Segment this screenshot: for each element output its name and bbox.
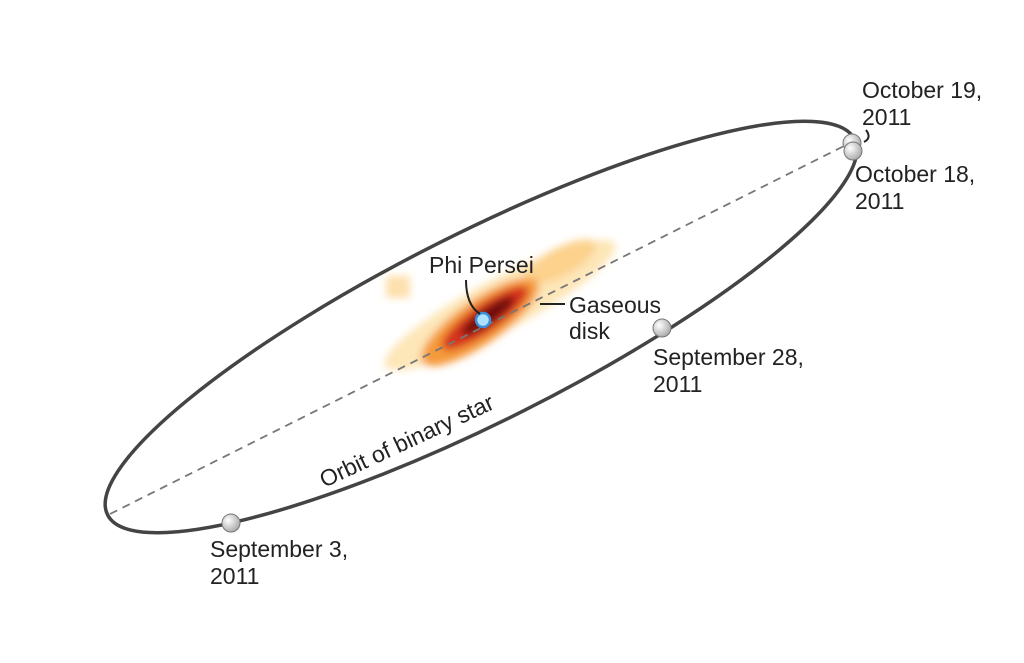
major-axis	[109, 140, 855, 515]
disk-label: Gaseous	[569, 292, 661, 318]
date-label: September 28,	[653, 344, 804, 370]
date-label: October 19,	[862, 77, 982, 103]
orbit-label: Orbit of binary star	[315, 389, 498, 493]
date-label: 2011	[653, 371, 702, 397]
position-marker	[843, 141, 863, 161]
date-label: 2011	[862, 104, 911, 130]
position-marker	[221, 513, 241, 533]
date-label: October 18,	[855, 161, 975, 187]
date-label: September 3,	[210, 536, 348, 562]
star	[474, 311, 492, 329]
leader-line	[863, 129, 870, 143]
date-label: 2011	[210, 563, 259, 589]
star-label: Phi Persei	[429, 252, 534, 278]
position-marker	[652, 318, 672, 338]
date-label: 2011	[855, 188, 904, 214]
leader-line	[465, 279, 481, 315]
disk-label: disk	[569, 318, 610, 344]
